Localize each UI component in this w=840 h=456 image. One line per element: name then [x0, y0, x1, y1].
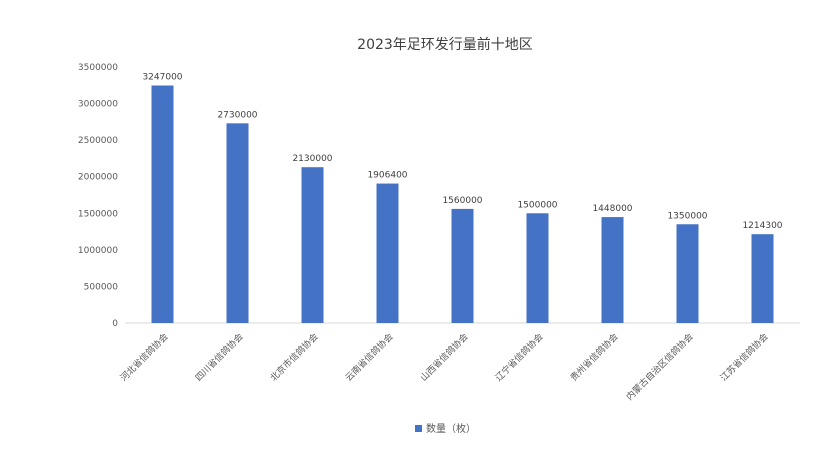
y-tick-label: 3000000 — [78, 100, 118, 110]
x-category-label: 贵州省信鸽协会 — [568, 331, 621, 384]
bar — [376, 183, 399, 323]
bar — [451, 208, 474, 323]
y-tick-label: 2000000 — [78, 173, 118, 183]
x-category-label: 江苏省信鸽协会 — [718, 331, 771, 384]
x-category-label: 辽宁省信鸽协会 — [493, 331, 546, 384]
bar-series — [151, 85, 774, 323]
y-tick-label: 1500000 — [78, 209, 118, 219]
x-category-label: 北京市信鸽协会 — [268, 331, 321, 384]
x-category-label: 河北省信鸽协会 — [118, 331, 171, 384]
x-axis-labels: 河北省信鸽协会 四川省信鸽协会 北京市信鸽协会 云南省信鸽协会 山西省信鸽协会 辽宁省信鸽… — [118, 331, 771, 403]
chart-title: 2023年足环发行量前十地区 — [357, 36, 533, 53]
x-category-label: 四川省信鸽协会 — [193, 331, 246, 384]
y-tick-label: 0 — [112, 319, 118, 329]
bar — [676, 224, 699, 323]
data-label: 1214300 — [742, 221, 782, 231]
data-labels: 3247000 2730000 2130000 1906400 1560000 15000… — [142, 73, 782, 232]
data-label: 1500000 — [517, 200, 557, 210]
data-label: 1906400 — [367, 171, 407, 181]
data-label: 1350000 — [667, 211, 707, 221]
bar — [301, 167, 324, 323]
y-tick-label: 1000000 — [78, 246, 118, 256]
bar — [601, 217, 624, 323]
bar — [526, 213, 549, 323]
data-label: 1560000 — [442, 196, 482, 206]
bar — [151, 85, 174, 323]
legend-swatch — [415, 425, 422, 432]
x-category-label: 云南省信鸽协会 — [343, 331, 396, 384]
data-label: 2130000 — [292, 154, 332, 164]
y-axis-ticks: 0 500000 1000000 1500000 2000000 2500000 30000… — [78, 63, 118, 329]
bar — [226, 123, 249, 323]
legend: 数量（枚） — [415, 422, 476, 435]
x-category-label: 内蒙古自治区信鸽协会 — [623, 331, 695, 403]
bar — [751, 234, 774, 323]
data-label: 1448000 — [592, 204, 632, 214]
y-tick-label: 3500000 — [78, 63, 118, 73]
data-label: 3247000 — [142, 73, 182, 83]
legend-label: 数量（枚） — [426, 422, 476, 435]
y-tick-label: 500000 — [84, 282, 119, 292]
data-label: 2730000 — [217, 110, 257, 120]
y-tick-label: 2500000 — [78, 136, 118, 146]
x-category-label: 山西省信鸽协会 — [418, 331, 471, 384]
